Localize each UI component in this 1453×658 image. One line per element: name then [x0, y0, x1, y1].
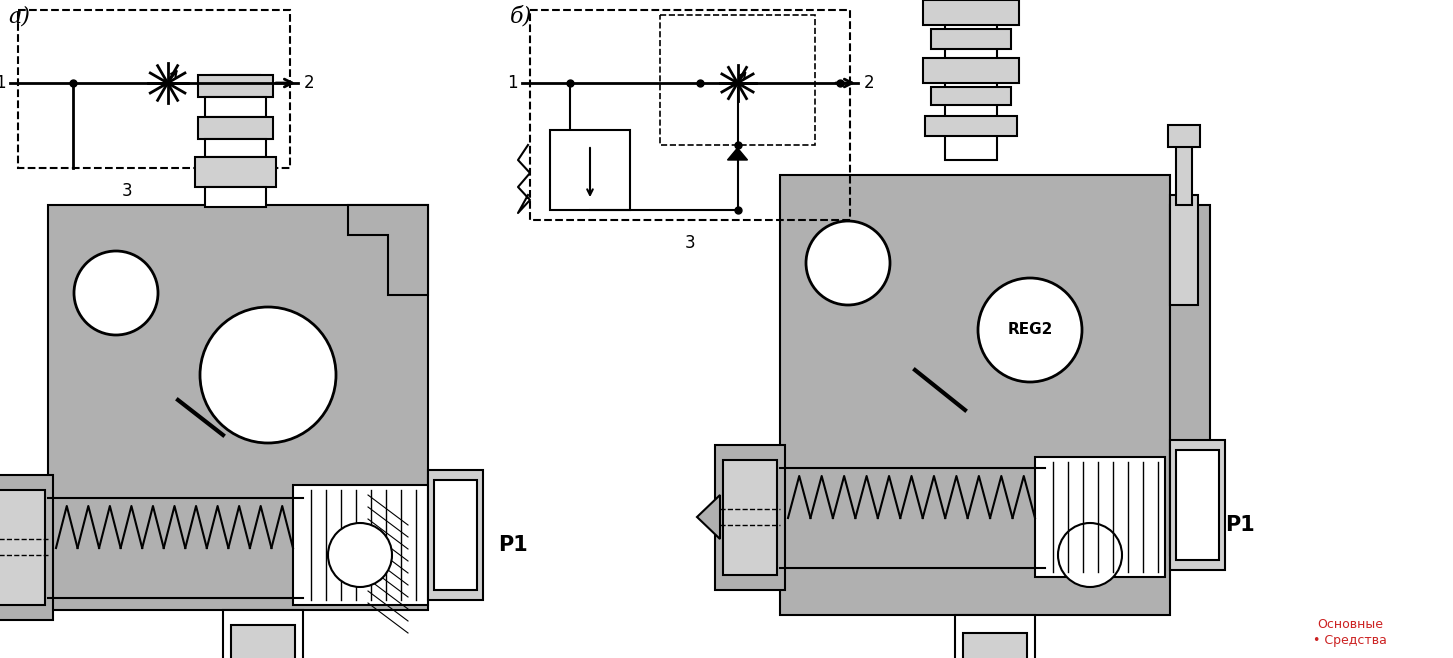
Bar	[198, 117, 273, 139]
Bar	[931, 29, 1011, 49]
Polygon shape	[728, 148, 747, 160]
Bar	[715, 445, 785, 590]
Circle shape	[806, 221, 891, 305]
Bar	[198, 75, 273, 97]
Bar	[530, 10, 850, 220]
Bar	[1170, 440, 1225, 570]
Bar	[1168, 125, 1200, 147]
Text: 2: 2	[865, 74, 875, 92]
Text: 1: 1	[507, 74, 519, 92]
Bar	[211, 75, 260, 180]
Bar	[660, 15, 815, 145]
Bar	[434, 480, 477, 590]
Circle shape	[328, 523, 392, 587]
Bar	[1035, 457, 1165, 577]
Circle shape	[1058, 523, 1122, 587]
Bar	[222, 610, 304, 658]
Text: 3: 3	[122, 182, 132, 200]
Polygon shape	[1170, 205, 1210, 555]
Bar	[231, 625, 295, 658]
Polygon shape	[697, 495, 721, 539]
Text: 1: 1	[0, 74, 6, 92]
Bar	[429, 470, 482, 600]
Bar	[205, 97, 266, 117]
Circle shape	[201, 307, 336, 443]
Bar	[955, 615, 1035, 658]
Bar	[1175, 145, 1191, 205]
Bar	[205, 187, 266, 207]
Bar	[926, 116, 1017, 136]
Text: а): а)	[9, 5, 31, 27]
Bar	[724, 460, 777, 575]
Text: 3: 3	[684, 234, 696, 252]
Bar	[931, 87, 1011, 105]
Bar	[205, 139, 266, 157]
Text: 2: 2	[304, 74, 315, 92]
Text: • Средства: • Средства	[1314, 634, 1388, 647]
Bar	[195, 157, 276, 187]
Bar	[923, 58, 1019, 83]
Polygon shape	[780, 175, 1170, 615]
Bar	[963, 633, 1027, 658]
Polygon shape	[349, 205, 429, 295]
Bar	[0, 490, 45, 605]
Text: P1: P1	[498, 535, 527, 555]
Circle shape	[978, 278, 1082, 382]
Text: P1: P1	[1225, 515, 1255, 535]
Bar	[1170, 195, 1199, 305]
Polygon shape	[48, 205, 429, 610]
Bar	[0, 475, 52, 620]
Text: REG2: REG2	[1007, 322, 1052, 338]
Bar	[1175, 450, 1219, 560]
Bar	[551, 130, 631, 210]
Bar	[294, 485, 429, 605]
Bar	[923, 0, 1019, 25]
Bar	[17, 10, 291, 168]
Circle shape	[74, 251, 158, 335]
Text: Основные: Основные	[1316, 618, 1383, 631]
Text: б): б)	[510, 5, 532, 27]
Bar	[944, 0, 997, 160]
